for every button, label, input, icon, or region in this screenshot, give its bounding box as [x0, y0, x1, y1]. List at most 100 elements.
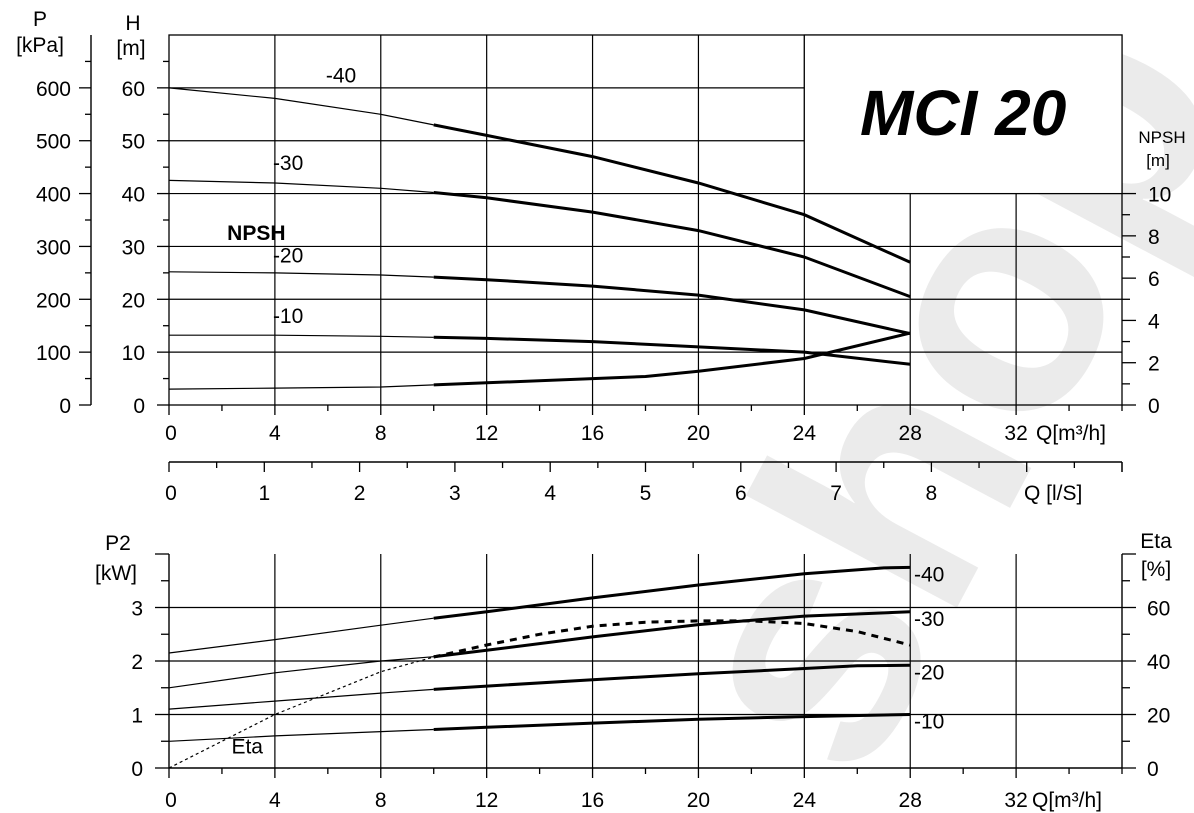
x-tick-label: 24 — [793, 422, 817, 445]
series--40-line-thin — [168, 87, 434, 126]
chart-title: MCI 20 — [860, 77, 1066, 149]
series-eta-line — [433, 619, 911, 659]
x-tick-label: 32 — [1004, 789, 1027, 812]
p-tick-label: 0 — [59, 395, 71, 418]
x-axis-label: Q[m³/h] — [1032, 789, 1102, 812]
x-tick-label: 20 — [687, 422, 710, 445]
p-tick-label: 400 — [36, 184, 71, 207]
series-label: -30 — [914, 608, 944, 631]
h-tick-label: 30 — [122, 236, 145, 259]
secondary-x-tick-label: 0 — [165, 482, 177, 505]
secondary-x-tick-label: 2 — [354, 482, 366, 505]
series-label: -10 — [914, 711, 944, 734]
y-axis-unit: [kW] — [95, 562, 137, 585]
series--30-line-thin — [168, 656, 434, 689]
y-axis-label: P2 — [105, 532, 131, 555]
series--10-line-thin — [168, 728, 434, 742]
series-label: Eta — [231, 735, 263, 758]
secondary-x-tick-label: 5 — [640, 482, 652, 505]
h-tick-label: 50 — [122, 131, 145, 154]
p-tick-label: 100 — [36, 342, 71, 365]
secondary-x-tick-label: 8 — [926, 482, 938, 505]
x-tick-label: 24 — [793, 789, 817, 812]
series--10-line-thin — [169, 334, 434, 338]
series-NPSH-line — [433, 331, 911, 387]
x-tick-label: 0 — [165, 422, 177, 445]
series--20-line — [433, 275, 911, 336]
y-tick-label: 3 — [131, 598, 143, 621]
p-tick-label: 600 — [36, 78, 71, 101]
y-tick-label: 2 — [131, 651, 143, 674]
h-tick-label: 0 — [133, 395, 145, 418]
x-tick-label: 16 — [581, 422, 604, 445]
secondary-x-tick-label: 6 — [735, 482, 747, 505]
x-tick-label: 4 — [269, 422, 281, 445]
series--20-line-thin — [168, 688, 434, 710]
secondary-x-tick-label: 4 — [544, 482, 556, 505]
eta-tick-label: 0 — [1147, 758, 1159, 781]
x-tick-label: 32 — [1004, 422, 1027, 445]
npsh-tick-label: 2 — [1148, 353, 1160, 376]
series--30-line — [433, 610, 911, 659]
x-tick-label: 28 — [899, 789, 922, 812]
h-tick-label: 60 — [122, 78, 145, 101]
series-label: NPSH — [227, 222, 285, 245]
series--40-line — [433, 123, 911, 264]
series-label: -40 — [914, 563, 944, 586]
series-label: -30 — [273, 152, 303, 175]
secondary-x-tick-label: 3 — [449, 482, 461, 505]
series--40-line — [433, 565, 911, 620]
npsh-tick-label: 6 — [1148, 268, 1160, 291]
series--20-line — [433, 663, 911, 691]
eta-tick-label: 40 — [1147, 651, 1170, 674]
x-axis-label: Q[m³/h] — [1036, 422, 1106, 445]
p-axis-unit: [kPa] — [16, 34, 64, 57]
p-axis-label: P — [33, 8, 47, 31]
series-label: -10 — [273, 305, 303, 328]
title-box — [803, 34, 1123, 195]
p-tick-label: 500 — [36, 131, 71, 154]
series--10-line — [433, 713, 911, 731]
npsh-tick-label: 0 — [1148, 395, 1160, 418]
eta-axis-unit: [%] — [1141, 558, 1171, 581]
eta-axis-label: Eta — [1140, 530, 1172, 553]
series-label: -40 — [326, 65, 356, 88]
x-tick-label: 8 — [375, 789, 387, 812]
npsh-tick-label: 8 — [1148, 226, 1160, 249]
npsh-tick-label: 10 — [1148, 184, 1171, 207]
p-tick-label: 200 — [36, 289, 71, 312]
x-tick-label: 4 — [269, 789, 281, 812]
x-tick-label: 8 — [375, 422, 387, 445]
h-tick-label: 20 — [122, 289, 145, 312]
secondary-x-axis-label: Q [l/S] — [1024, 482, 1082, 505]
series-eta-line-thin — [168, 656, 434, 769]
series--20-line-thin — [168, 271, 434, 278]
h-tick-label: 10 — [122, 342, 145, 365]
series--40-line-thin — [168, 617, 434, 654]
h-axis-label: H — [125, 12, 140, 35]
y-tick-label: 0 — [131, 758, 143, 781]
npsh-tick-label: 4 — [1148, 310, 1160, 333]
eta-tick-label: 60 — [1147, 598, 1170, 621]
secondary-x-tick-label: 1 — [258, 482, 270, 505]
series--30-line — [433, 191, 911, 299]
x-tick-label: 16 — [581, 789, 604, 812]
h-tick-label: 40 — [122, 184, 145, 207]
p-tick-label: 300 — [36, 236, 71, 259]
x-tick-label: 28 — [899, 422, 922, 445]
x-tick-label: 12 — [475, 422, 498, 445]
series-label: -20 — [273, 244, 303, 267]
npsh-axis-label: NPSH — [1138, 128, 1185, 147]
head-npsh-chart: MCI 200 4 8 12 16 20 24 28 32 Q[m³/h]0 1 2 3 4 5 6 7 8 Q [… — [16, 8, 1186, 505]
series--30-line-thin — [168, 179, 434, 194]
x-tick-label: 12 — [475, 789, 498, 812]
eta-tick-label: 20 — [1147, 705, 1170, 728]
x-tick-label: 0 — [165, 789, 177, 812]
power-efficiency-chart: 0 4 8 12 16 20 24 28 32 Q[m³/h]0123P2[kW]0204060E… — [95, 530, 1172, 812]
series-label: -20 — [914, 661, 944, 684]
series-NPSH-line-thin — [168, 384, 434, 390]
secondary-x-tick-label: 7 — [830, 482, 842, 505]
y-tick-label: 1 — [131, 705, 143, 728]
x-tick-label: 20 — [687, 789, 710, 812]
